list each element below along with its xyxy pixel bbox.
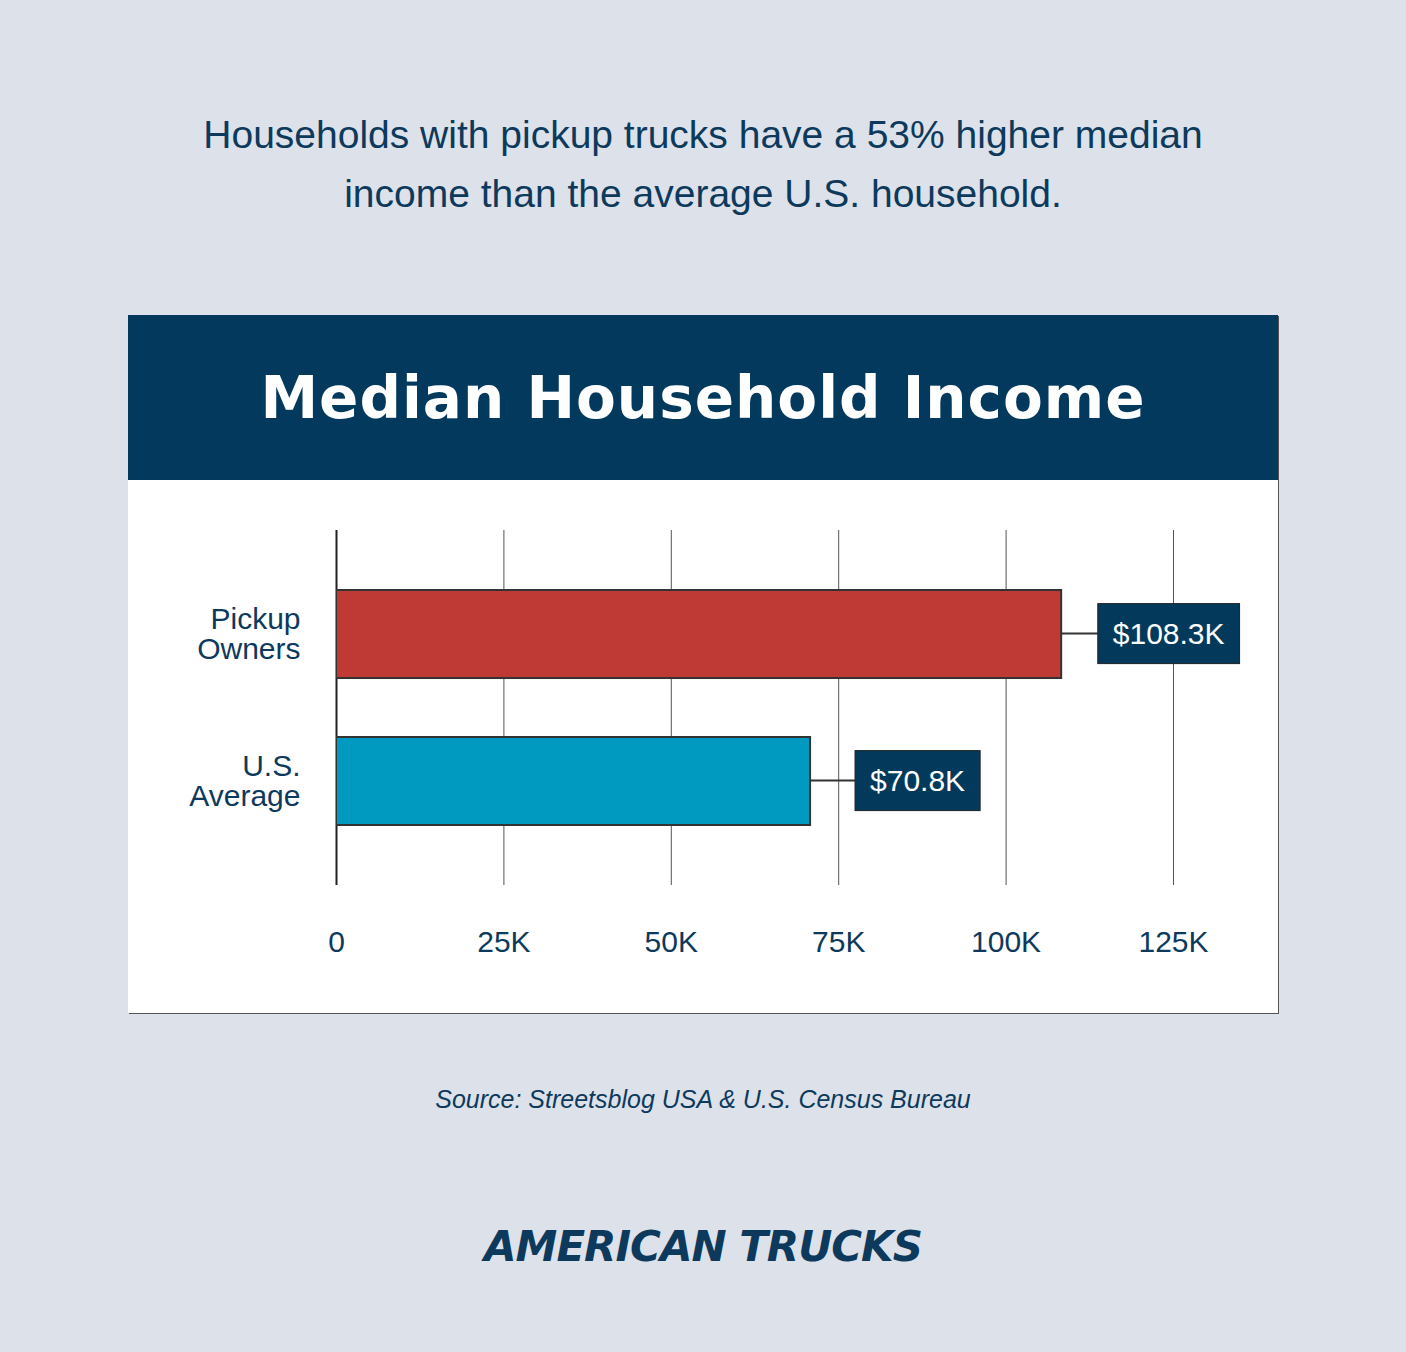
- html-text:AMERICAN TRUCKS: AMERICAN TRUCKS: [484, 1222, 922, 1271]
- svg-text:$70.8K: $70.8K: [870, 764, 965, 797]
- svg-text:PickupOwners: PickupOwners: [197, 602, 300, 665]
- svg-text:100K: 100K: [971, 925, 1041, 958]
- svg-text:U.S.Average: U.S.Average: [189, 749, 300, 812]
- html-text:Source: Streetsblog USA & U.S.: Source: Streetsblog USA & U.S. Census Bu…: [435, 1085, 971, 1113]
- html-text:Median Household Income: Median Household Income: [260, 363, 1146, 432]
- svg-text:75K: 75K: [812, 925, 865, 958]
- svg-text:25K: 25K: [477, 925, 530, 958]
- html-text:Households with pickup trucks: Households with pickup trucks have a 53%…: [203, 113, 1203, 215]
- svg-text:50K: 50K: [645, 925, 698, 958]
- svg-text:125K: 125K: [1138, 925, 1208, 958]
- svg-text:$108.3K: $108.3K: [1113, 617, 1225, 650]
- svg-text:0: 0: [328, 925, 345, 958]
